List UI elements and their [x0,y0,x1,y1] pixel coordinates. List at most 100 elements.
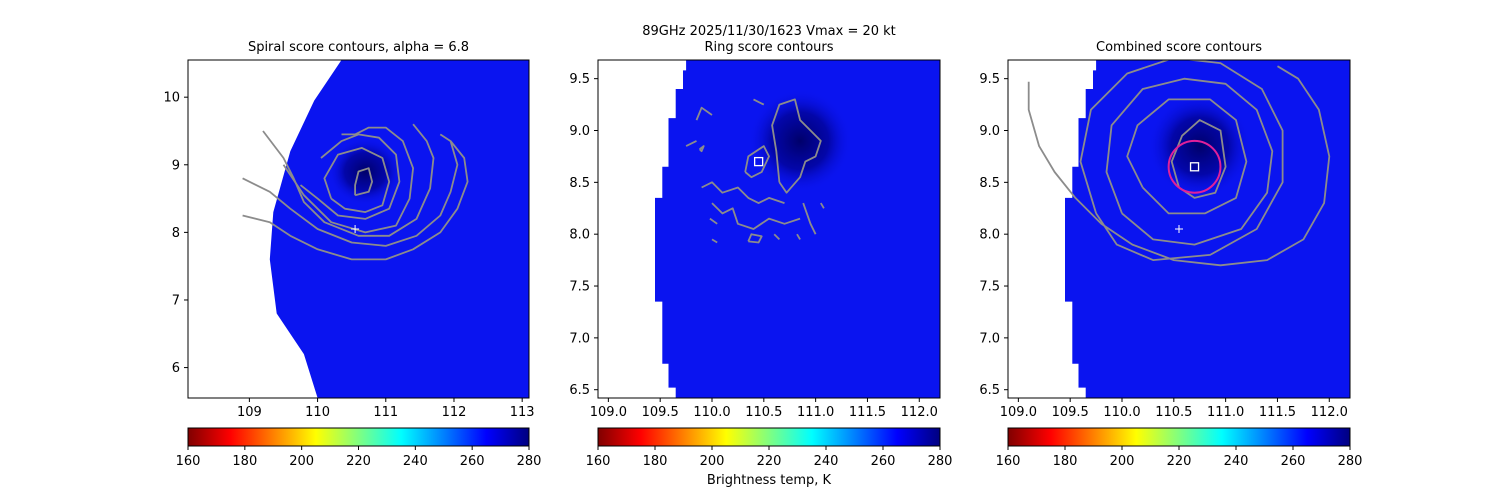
colorbar-tick-label: 200 [1110,454,1135,469]
axes-frame [187,59,530,399]
axes-frame [597,59,941,399]
y-tick-label: 10 [163,91,180,106]
colorbar-tick-label: 280 [1338,454,1363,469]
y-tick-label: 7 [172,293,180,308]
x-tick-label: 111.5 [849,405,886,420]
colorbar-tick-label: 180 [232,454,257,469]
colorbar-tick-label: 240 [403,454,428,469]
center-plus-marker [351,225,360,233]
center-circle-marker [1167,139,1222,194]
x-tick-label: 109.5 [1052,405,1089,420]
contour-line [695,106,713,121]
panel-3: Combined score contours 109.0 109.5 110.0 11… [979,40,1351,420]
y-tick-label: 9.0 [569,124,590,139]
no-data-region [598,60,687,398]
y-tick-label: 7.5 [979,280,1000,295]
y-tick-label: 8.5 [979,176,1000,191]
y-tick-label: 9 [172,158,180,173]
colorbar-1: 160 180 200 220 240 260 280 [176,427,541,469]
colorbar-tick-label: 240 [1224,454,1249,469]
center-square-marker [1189,162,1200,172]
contour-line [323,146,391,214]
contour-line [771,98,822,194]
colorbar-tick-label: 160 [586,454,611,469]
contour-line [1027,65,1331,267]
panel-title: Combined score contours [1096,40,1262,55]
x-tick-label: 109.0 [1000,405,1037,420]
no-data-region [1008,60,1097,398]
contour-line [1126,98,1248,215]
contour-line [711,238,718,244]
x-tick-label: 110.0 [1103,405,1140,420]
colorbar-tick-label: 220 [1167,454,1192,469]
contour-line [744,145,770,179]
colorbar-tick-label: 260 [871,454,896,469]
y-tick-label: 8.0 [979,228,1000,243]
y-tick-label: 6.5 [569,383,590,398]
x-tick-label: 111.0 [1207,405,1244,420]
colorbar-label: Brightness temp, K [707,473,832,488]
colorbar-tick-label: 280 [928,454,953,469]
contour-line [685,140,697,147]
contour-line [709,217,718,225]
plot-area [1008,60,1350,398]
panel-title: Spiral score contours, alpha = 6.8 [248,40,469,55]
panel-2: Ring score contours 109.0 109.5 110.0 110.5 1… [569,40,941,420]
contour-line [262,123,435,237]
y-tick-label: 8.0 [569,228,590,243]
colorbar-2: 160 180 200 220 240 260 280 Brightness temp, K [586,427,953,488]
contour-line [354,167,374,197]
cold-cloud-core [327,137,403,206]
cold-cloud-core [748,89,852,193]
colorbar-tick-label: 180 [643,454,668,469]
colorbar-3: 160 180 200 220 240 260 280 [996,427,1363,469]
contour-line [701,181,785,205]
y-tick-label: 9.0 [979,124,1000,139]
x-tick-label: 112.0 [1311,405,1348,420]
y-tick-label: 8.5 [569,176,590,191]
contour-line [1079,60,1284,262]
no-data-region [188,60,342,398]
colorbar-tick-label: 260 [460,454,485,469]
x-tick-label: 109.0 [590,405,627,420]
x-tick-label: 109.5 [642,405,679,420]
contour-line [753,98,765,106]
contour-line [747,233,763,244]
y-tick-label: 6.5 [979,383,1000,398]
colorbar-tick-label: 240 [814,454,839,469]
contour-line [820,202,825,209]
contour-line [711,202,801,230]
y-tick-label: 7.5 [569,280,590,295]
contour-line [242,133,459,247]
contour-line [796,233,801,240]
center-square-marker [753,156,764,167]
y-tick-label: 6 [172,361,180,376]
x-tick-label: 112.0 [901,405,938,420]
colorbar-gradient [597,427,941,447]
colorbar-gradient [187,427,530,447]
x-tick-label: 110 [305,405,330,420]
center-plus-marker [1175,225,1183,233]
colorbar-tick-label: 200 [700,454,725,469]
x-tick-label: 112 [442,405,467,420]
colorbar-tick-label: 220 [346,454,371,469]
colorbar-gradient [1007,427,1351,447]
y-tick-label: 9.5 [569,72,590,87]
contour-line [282,126,415,234]
plot-area [598,60,940,398]
colorbar-tick-label: 180 [1053,454,1078,469]
x-tick-label: 111.5 [1259,405,1296,420]
y-tick-label: 7.0 [979,331,1000,346]
contour-line [773,233,781,241]
x-tick-label: 109 [237,405,262,420]
x-tick-label: 111.0 [797,405,834,420]
plot-area [188,60,529,398]
contour-line [1105,77,1274,246]
colorbar-tick-label: 160 [996,454,1021,469]
x-tick-label: 113 [510,405,535,420]
colorbar-tick-label: 260 [1281,454,1306,469]
x-tick-label: 110.0 [693,405,730,420]
y-tick-label: 8 [172,226,180,241]
